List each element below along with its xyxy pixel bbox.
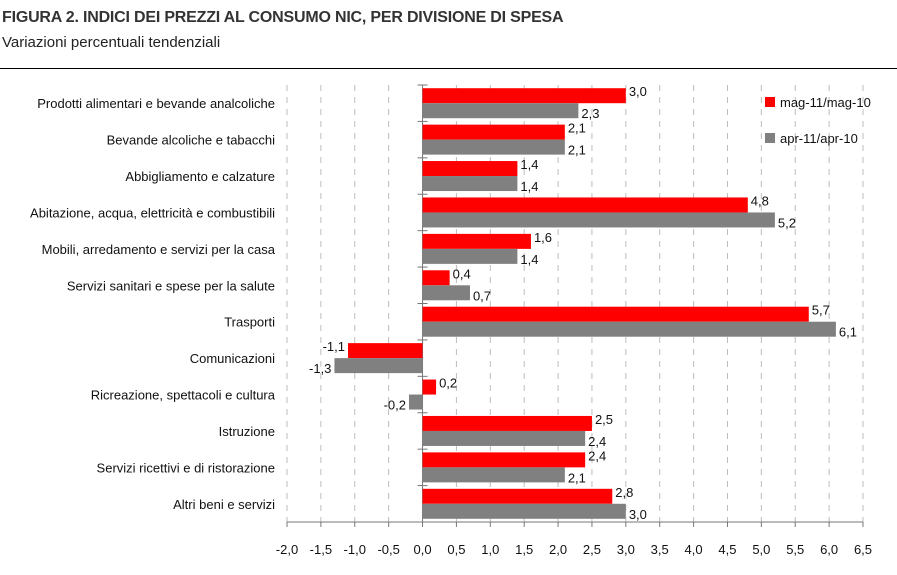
category-label: Comunicazioni: [190, 351, 275, 366]
bar-mag: [422, 415, 592, 431]
x-tick-label: 5,0: [752, 542, 770, 557]
category-label: Bevande alcoliche e tabacchi: [107, 133, 276, 148]
category-label: Mobili, arredamento e servizi per la cas…: [42, 242, 276, 257]
legend-swatch: [765, 133, 775, 143]
x-tick-label: 5,5: [786, 542, 804, 557]
data-label: 0,7: [473, 288, 491, 303]
x-tick-label: -1,0: [344, 542, 366, 557]
data-label: 2,1: [568, 121, 586, 136]
category-label: Abitazione, acqua, elettricità e combust…: [30, 205, 275, 220]
data-label: -0,2: [384, 398, 406, 413]
data-label: -1,1: [323, 339, 345, 354]
category-label: Altri beni e servizi: [173, 497, 275, 512]
data-label: 2,1: [568, 470, 586, 485]
x-tick-label: -1,5: [310, 542, 332, 557]
x-tick-label: 1,5: [515, 542, 533, 557]
x-tick-label: -2,0: [276, 542, 298, 557]
x-tick-label: 0,5: [447, 542, 465, 557]
bar-mag: [422, 161, 518, 177]
category-label: Servizi ricettivi e di ristorazione: [97, 460, 275, 475]
legend-label: apr-11/apr-10: [780, 131, 858, 146]
data-label: 5,2: [778, 215, 796, 230]
x-tick-label: 6,0: [820, 542, 838, 557]
bar-mag: [422, 197, 748, 213]
bar-apr: [422, 139, 565, 155]
data-label: 2,4: [588, 434, 606, 449]
x-tick-label: 2,5: [583, 542, 601, 557]
bar-apr: [422, 503, 626, 519]
bar-apr: [422, 467, 565, 483]
bar-apr: [422, 212, 775, 228]
data-label: 1,4: [520, 157, 538, 172]
bar-mag: [422, 452, 586, 468]
data-label: 2,8: [615, 485, 633, 500]
title-divider: [0, 68, 897, 69]
data-label: 2,4: [588, 448, 606, 463]
bar-mag: [422, 124, 565, 140]
x-tick-label: 4,5: [718, 542, 736, 557]
x-tick-label: -0,5: [377, 542, 399, 557]
x-tick-label: 2,0: [549, 542, 567, 557]
data-label: 2,1: [568, 143, 586, 158]
bar-mag: [422, 88, 626, 104]
x-tick-label: 4,0: [685, 542, 703, 557]
category-label: Ricreazione, spettacoli e cultura: [91, 388, 276, 403]
bar-mag: [422, 270, 450, 286]
x-tick-label: 3,5: [651, 542, 669, 557]
data-label: 3,0: [629, 507, 647, 522]
data-label: 0,4: [453, 266, 471, 281]
x-tick-label: 0,0: [413, 542, 431, 557]
bar-apr: [422, 103, 579, 119]
data-label: 1,4: [520, 179, 538, 194]
chart-title: FIGURA 2. INDICI DEI PREZZI AL CONSUMO N…: [2, 9, 564, 26]
legend-swatch: [765, 97, 775, 107]
bar-apr: [334, 358, 423, 374]
bar-mag: [347, 343, 423, 359]
bar-mag: [422, 306, 809, 322]
legend-label: mag-11/mag-10: [780, 95, 871, 110]
data-label: 0,2: [439, 376, 457, 391]
category-label: Trasporti: [224, 315, 275, 330]
data-label: 3,0: [629, 84, 647, 99]
x-tick-label: 3,0: [617, 542, 635, 557]
chart-subtitle: Variazioni percentuali tendenziali: [2, 34, 221, 51]
category-label: Servizi sanitari e spese per la salute: [67, 278, 275, 293]
bar-mag: [422, 488, 613, 504]
data-label: 5,7: [812, 303, 830, 318]
bar-apr: [422, 430, 586, 446]
data-label: 6,1: [839, 325, 857, 340]
bar-mag: [422, 379, 437, 395]
bar-apr: [408, 394, 423, 410]
data-label: 1,6: [534, 230, 552, 245]
data-label: -1,3: [309, 361, 331, 376]
bar-apr: [422, 285, 470, 301]
x-tick-label: 1,0: [481, 542, 499, 557]
category-label: Abbigliamento e calzature: [125, 169, 275, 184]
data-label: 4,8: [751, 193, 769, 208]
category-label: Prodotti alimentari e bevande analcolich…: [37, 96, 275, 111]
x-tick-label: 6,5: [854, 542, 872, 557]
bar-mag: [422, 233, 531, 249]
bar-apr: [422, 176, 518, 192]
data-label: 1,4: [520, 252, 538, 267]
bar-apr: [422, 321, 836, 337]
data-label: 2,3: [581, 106, 599, 121]
bar-apr: [422, 248, 518, 264]
category-label: Istruzione: [219, 424, 275, 439]
data-label: 2,5: [595, 412, 613, 427]
